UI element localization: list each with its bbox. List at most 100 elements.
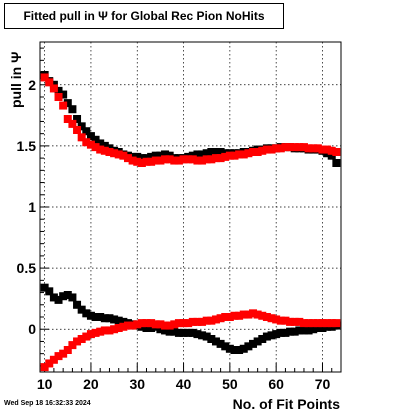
data-point (133, 157, 142, 166)
data-point (323, 319, 332, 328)
y-tick-label: 2 (28, 77, 36, 93)
data-point (63, 291, 72, 299)
data-point (174, 319, 183, 328)
tick-labels: 10 20 30 40 50 60 70 0 0.5 1 1.5 2 (17, 77, 331, 392)
data-point (211, 154, 220, 163)
data-point (91, 143, 100, 152)
data-point (68, 119, 77, 128)
data-point (100, 146, 109, 155)
data-point (40, 283, 49, 292)
data-point (170, 320, 179, 329)
data-point (230, 346, 239, 354)
data-point (244, 149, 253, 158)
data-point (258, 146, 267, 155)
data-point (313, 144, 322, 153)
data-point (225, 151, 234, 160)
data-point (156, 156, 165, 165)
data-point (73, 115, 82, 123)
data-point (147, 152, 156, 161)
data-point (91, 135, 100, 144)
data-point (96, 145, 105, 154)
data-point (54, 295, 63, 304)
data-point (165, 155, 174, 164)
data-point (59, 90, 68, 99)
data-point (193, 156, 202, 165)
data-point (165, 327, 174, 336)
data-point (49, 293, 58, 302)
data-point (281, 328, 290, 337)
data-point (216, 148, 225, 156)
data-point (142, 319, 151, 328)
data-point (151, 320, 160, 329)
data-point (45, 287, 54, 296)
data-point (327, 151, 336, 160)
data-point (253, 148, 262, 156)
data-point (179, 155, 188, 164)
data-point (295, 143, 304, 152)
data-point (82, 127, 91, 136)
data-point (249, 309, 258, 318)
data-markers (40, 71, 341, 372)
data-point (91, 313, 100, 321)
x-tick-label: 20 (83, 376, 99, 392)
data-point (73, 300, 82, 309)
data-point (202, 149, 211, 158)
data-point (327, 146, 336, 155)
data-point (68, 341, 77, 350)
data-point (82, 138, 91, 147)
data-point (207, 335, 216, 343)
data-point (86, 132, 95, 141)
data-point (313, 324, 322, 332)
x-tick-label: 70 (315, 376, 331, 392)
data-point (239, 310, 248, 319)
data-point (123, 321, 132, 330)
data-point (262, 145, 271, 154)
data-point (165, 321, 174, 330)
data-point (54, 86, 63, 95)
data-point (105, 314, 114, 323)
data-point (86, 330, 95, 339)
data-point (290, 327, 299, 336)
data-point (128, 321, 137, 330)
data-point (244, 342, 253, 351)
data-point (281, 143, 290, 152)
data-point (137, 159, 146, 167)
data-point (91, 328, 100, 337)
data-point (40, 73, 49, 82)
data-point (128, 156, 137, 165)
data-point (318, 319, 327, 328)
data-point (235, 346, 244, 354)
data-point (198, 156, 207, 165)
data-point (123, 154, 132, 163)
data-point (100, 314, 109, 323)
data-point (68, 293, 77, 302)
data-point (147, 319, 156, 328)
data-point (174, 328, 183, 337)
data-point (202, 332, 211, 341)
data-point (332, 159, 341, 167)
x-axis-label: No. of Fit Points (232, 396, 340, 412)
data-point (133, 320, 142, 329)
data-point (184, 328, 193, 337)
data-point (239, 344, 248, 353)
data-point (151, 151, 160, 160)
data-point (161, 155, 170, 164)
data-point (299, 319, 308, 328)
data-point (299, 326, 308, 335)
data-point (156, 320, 165, 329)
timestamp: Wed Sep 18 16:32:33 2024 (4, 400, 91, 407)
data-point (161, 150, 170, 159)
axis-ticks (40, 47, 342, 372)
data-point (207, 155, 216, 164)
data-point (100, 326, 109, 335)
data-point (202, 155, 211, 164)
data-point (161, 326, 170, 335)
data-point (318, 145, 327, 154)
data-point (86, 140, 95, 149)
data-point (304, 326, 313, 335)
data-point (290, 317, 299, 326)
data-point (59, 101, 68, 110)
data-point (299, 143, 308, 152)
data-point (49, 355, 58, 364)
data-point (114, 150, 123, 159)
